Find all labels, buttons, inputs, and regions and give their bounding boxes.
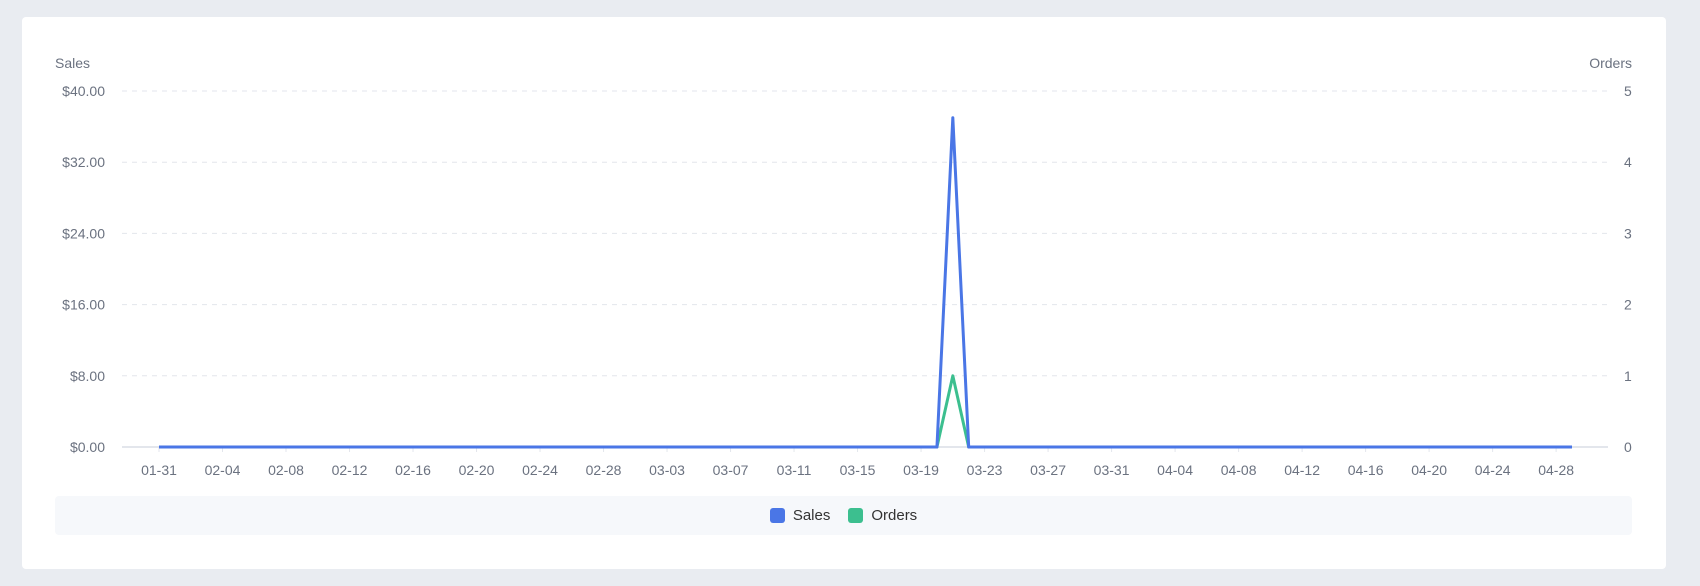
- x-tick-label: 03-07: [713, 462, 749, 478]
- x-tick-label: 03-23: [967, 462, 1003, 478]
- x-tick-label: 02-24: [522, 462, 558, 478]
- y-left-tick-label: $40.00: [62, 83, 105, 99]
- y-left-tick-label: $16.00: [62, 297, 105, 313]
- legend-label-sales: Sales: [792, 507, 831, 524]
- y-left-tick-label: $8.00: [70, 368, 105, 384]
- x-tick-label: 03-19: [903, 462, 939, 478]
- x-tick-label: 04-16: [1348, 462, 1384, 478]
- x-tick-label: 03-27: [1030, 462, 1066, 478]
- y-right-tick-label: 5: [1624, 83, 1632, 99]
- y-right-tick-label: 4: [1624, 154, 1632, 170]
- x-tick-label: 04-28: [1538, 462, 1574, 478]
- legend-swatch-orders: [848, 508, 864, 523]
- x-tick-label: 04-04: [1157, 462, 1193, 478]
- x-tick-label: 04-08: [1221, 462, 1257, 478]
- x-tick-label: 03-11: [777, 462, 812, 478]
- legend-label-orders: Orders: [871, 507, 918, 524]
- y-right-axis-title: Orders: [1589, 55, 1632, 71]
- x-tick-label: 02-12: [332, 462, 368, 478]
- x-tick-label: 04-20: [1411, 462, 1447, 478]
- x-tick-label: 02-20: [459, 462, 495, 478]
- x-tick-label: 02-16: [395, 462, 431, 478]
- x-tick-label: 03-03: [649, 462, 685, 478]
- y-left-tick-label: $32.00: [62, 154, 105, 170]
- legend-swatch-sales: [769, 508, 785, 523]
- legend: Sales Orders: [55, 496, 1632, 535]
- x-tick-label: 03-15: [840, 462, 876, 478]
- y-left-tick-label: $24.00: [62, 225, 105, 241]
- y-right-tick-label: 3: [1624, 225, 1632, 241]
- series-line-sales: [159, 116, 1572, 449]
- legend-item-orders[interactable]: Orders: [848, 507, 917, 524]
- y-right-tick-label: 0: [1624, 439, 1632, 455]
- x-tick-label: 02-04: [205, 462, 241, 478]
- x-tick-label: 02-28: [586, 462, 622, 478]
- x-tick-label: 01-31: [141, 462, 177, 478]
- x-tick-label: 04-24: [1475, 462, 1511, 478]
- y-right-tick-label: 1: [1624, 368, 1632, 384]
- legend-item-sales[interactable]: Sales: [769, 507, 831, 524]
- chart-card: [22, 17, 1666, 569]
- y-left-tick-label: $0.00: [70, 439, 105, 455]
- x-tick-label: 03-31: [1094, 462, 1130, 478]
- series-line-orders: [159, 374, 1572, 449]
- x-tick-label: 04-12: [1284, 462, 1320, 478]
- x-tick-label: 02-08: [268, 462, 304, 478]
- y-left-axis-title: Sales: [55, 55, 90, 71]
- y-right-tick-label: 2: [1624, 297, 1632, 313]
